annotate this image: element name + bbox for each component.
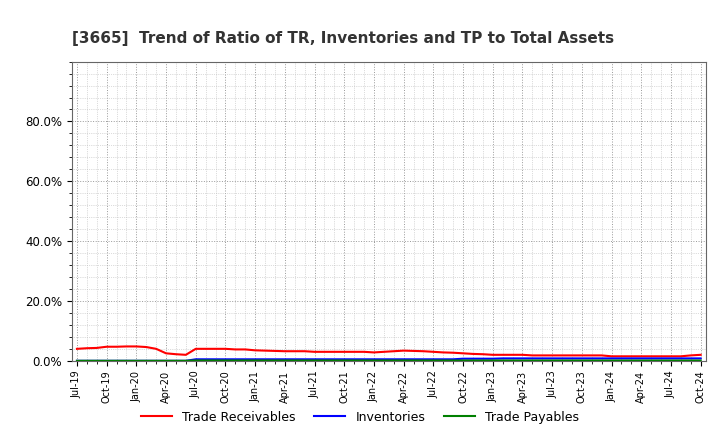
Trade Payables	[340, 358, 348, 363]
Line: Trade Receivables: Trade Receivables	[77, 346, 701, 356]
Inventories	[152, 358, 161, 363]
Trade Receivables	[162, 351, 171, 356]
Trade Receivables	[488, 352, 497, 357]
Text: [3665]  Trend of Ratio of TR, Inventories and TP to Total Assets: [3665] Trend of Ratio of TR, Inventories…	[72, 31, 614, 46]
Inventories	[73, 358, 81, 363]
Trade Payables	[192, 358, 200, 363]
Trade Receivables	[390, 348, 398, 354]
Trade Receivables	[696, 352, 705, 357]
Trade Payables	[479, 358, 487, 363]
Trade Receivables	[479, 352, 487, 357]
Trade Payables	[73, 358, 81, 363]
Inventories	[498, 356, 507, 361]
Trade Receivables	[122, 344, 131, 349]
Trade Receivables	[73, 346, 81, 352]
Trade Payables	[429, 358, 438, 363]
Trade Payables	[696, 358, 705, 363]
Inventories	[696, 356, 705, 361]
Trade Receivables	[340, 349, 348, 355]
Trade Receivables	[607, 354, 616, 359]
Inventories	[419, 357, 428, 362]
Inventories	[479, 356, 487, 361]
Trade Payables	[390, 358, 398, 363]
Inventories	[379, 357, 388, 362]
Trade Receivables	[429, 349, 438, 355]
Inventories	[330, 357, 338, 362]
Trade Payables	[488, 358, 497, 363]
Legend: Trade Receivables, Inventories, Trade Payables: Trade Receivables, Inventories, Trade Pa…	[135, 407, 585, 429]
Inventories	[469, 356, 477, 361]
Line: Inventories: Inventories	[77, 359, 701, 361]
Trade Payables	[152, 358, 161, 363]
